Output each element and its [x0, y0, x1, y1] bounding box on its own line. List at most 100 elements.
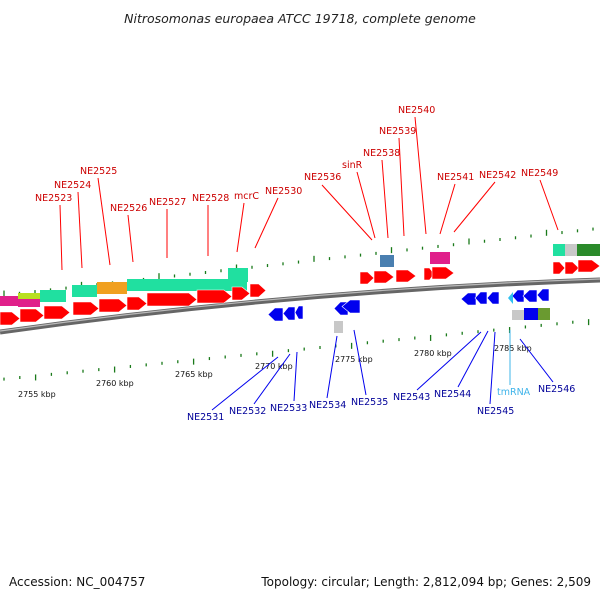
- leader-line: [489, 331, 496, 405]
- leader-line: [539, 179, 559, 231]
- leader-line: [353, 329, 367, 396]
- feature-block[interactable]: [0, 296, 18, 306]
- gene-arrow[interactable]: [294, 305, 304, 320]
- leader-line: [236, 202, 245, 253]
- feature-block[interactable]: [380, 255, 394, 267]
- leader-line: [398, 137, 405, 237]
- feature-block[interactable]: [18, 299, 40, 307]
- gene-label[interactable]: NE2530: [265, 186, 302, 197]
- feature-block[interactable]: [228, 268, 248, 282]
- gene-arrow[interactable]: [146, 292, 198, 307]
- gene-arrow[interactable]: [98, 298, 128, 313]
- gene-arrow[interactable]: [231, 286, 251, 301]
- gene-arrow[interactable]: [249, 283, 267, 298]
- chromosome-backbone-highlight: [0, 278, 600, 332]
- gene-arrow[interactable]: [0, 311, 21, 326]
- map-title: Nitrosomonas europaea ATCC 19718, comple…: [124, 11, 476, 26]
- gene-arrows: [0, 259, 600, 326]
- leader-line: [381, 159, 389, 239]
- scale-label: 2780 kbp: [414, 349, 452, 358]
- reverse-gene-labels: NE2531 NE2532 NE2533 NE2534 NE2535 NE254…: [187, 384, 575, 423]
- leader-line: [439, 183, 456, 235]
- gene-label[interactable]: NE2536: [304, 172, 341, 183]
- leader-line: [326, 335, 338, 399]
- feature-block[interactable]: [565, 244, 577, 256]
- gene-arrow[interactable]: [522, 289, 538, 303]
- gene-label[interactable]: NE2545: [477, 406, 514, 417]
- gene-arrow[interactable]: [196, 289, 233, 304]
- gene-arrow[interactable]: [577, 259, 600, 273]
- gene-label rna-label[interactable]: tmRNA: [497, 387, 531, 398]
- gene-label[interactable]: NE2533: [270, 403, 307, 414]
- gene-arrow[interactable]: [536, 288, 550, 302]
- gene-label[interactable]: NE2541: [437, 172, 474, 183]
- feature-block[interactable]: [512, 310, 524, 320]
- feature-block[interactable]: [524, 308, 538, 320]
- gene-arrow[interactable]: [282, 306, 296, 321]
- gene-label[interactable]: NE2539: [379, 126, 416, 137]
- gene-arrow[interactable]: [474, 291, 488, 305]
- feature-block[interactable]: [97, 282, 127, 294]
- gene-arrow[interactable]: [431, 266, 455, 280]
- gene-label[interactable]: sinR: [342, 160, 363, 171]
- leader-line: [97, 177, 111, 266]
- gene-arrow[interactable]: [72, 301, 100, 316]
- genome-summary-text: Topology: circular; Length: 2,812,094 bp…: [260, 575, 591, 589]
- leader-line: [254, 197, 279, 249]
- gene-label[interactable]: NE2528: [192, 193, 229, 204]
- gene-label[interactable]: NE2538: [363, 148, 400, 159]
- gene-label[interactable]: NE2543: [393, 392, 430, 403]
- gene-label[interactable]: NE2532: [229, 406, 266, 417]
- gene-label[interactable]: NE2542: [479, 170, 516, 181]
- gene-label[interactable]: mcrC: [234, 191, 259, 202]
- gene-arrow[interactable]: [486, 291, 500, 305]
- gene-label[interactable]: NE2535: [351, 397, 388, 408]
- feature-block[interactable]: [577, 244, 600, 256]
- leader-line: [77, 191, 83, 269]
- gene-arrow[interactable]: [373, 270, 395, 284]
- gene-arrow[interactable]: [267, 307, 284, 322]
- feature-blocks: [0, 244, 600, 333]
- gene-label[interactable]: NE2549: [521, 168, 558, 179]
- gene-label[interactable]: NE2540: [398, 105, 435, 116]
- gene-arrow[interactable]: [359, 271, 375, 285]
- feature-block[interactable]: [538, 308, 550, 320]
- feature-block[interactable]: [18, 293, 40, 301]
- gene-label[interactable]: NE2544: [434, 389, 471, 400]
- leader-line: [293, 351, 298, 402]
- feature-block[interactable]: [72, 285, 97, 297]
- leader-line: [211, 356, 279, 411]
- gene-label[interactable]: NE2526: [110, 203, 147, 214]
- leader-line: [414, 116, 427, 235]
- feature-block[interactable]: [553, 244, 565, 256]
- gene-arrow[interactable]: [19, 308, 45, 323]
- feature-block[interactable]: [430, 252, 450, 264]
- accession-text: Accession: NC_004757: [9, 575, 145, 589]
- scale-label: 2775 kbp: [335, 355, 373, 364]
- leader-line: [253, 353, 291, 405]
- scale-label: 2755 kbp: [18, 390, 56, 399]
- gene-label[interactable]: NE2525: [80, 166, 117, 177]
- feature-block[interactable]: [127, 279, 247, 291]
- gene-arrow[interactable]: [511, 289, 525, 303]
- feature-block[interactable]: [334, 321, 343, 333]
- leader-line: [356, 171, 376, 239]
- gene-arrow[interactable]: [126, 296, 148, 311]
- gene-arrow[interactable]: [395, 269, 417, 283]
- feature-block[interactable]: [40, 290, 66, 302]
- gene-label[interactable]: NE2546: [538, 384, 575, 395]
- gene-arrow[interactable]: [564, 261, 580, 275]
- rna-feature[interactable]: [508, 292, 513, 304]
- gene-label[interactable]: NE2531: [187, 412, 224, 423]
- gene-arrow[interactable]: [460, 292, 477, 306]
- gene-label[interactable]: NE2534: [309, 400, 346, 411]
- gene-label[interactable]: NE2523: [35, 193, 72, 204]
- gene-arrow[interactable]: [552, 261, 566, 275]
- leader-line: [519, 338, 554, 383]
- gene-label[interactable]: NE2527: [149, 197, 186, 208]
- gene-label[interactable]: NE2524: [54, 180, 91, 191]
- gene-arrow[interactable]: [341, 299, 361, 314]
- gene-arrow[interactable]: [43, 305, 71, 320]
- leader-line: [321, 184, 373, 241]
